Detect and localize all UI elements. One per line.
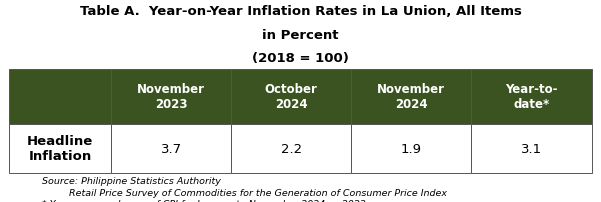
Bar (111, 124, 231, 173)
Bar (351, 124, 471, 173)
Bar (9, 70, 111, 124)
Text: 3.7: 3.7 (160, 142, 182, 155)
Bar (471, 70, 592, 124)
Bar (351, 70, 471, 124)
Bar (9, 124, 111, 173)
Text: Retail Price Survey of Commodities for the Generation of Consumer Price Index: Retail Price Survey of Commodities for t… (69, 188, 447, 197)
Text: Year-to-
date*: Year-to- date* (505, 83, 558, 111)
Text: in Percent: in Percent (262, 29, 339, 42)
Text: November
2024: November 2024 (377, 83, 445, 111)
Text: Table A.  Year-on-Year Inflation Rates in La Union, All Items: Table A. Year-on-Year Inflation Rates in… (79, 5, 522, 18)
Text: Headline
Inflation: Headline Inflation (27, 135, 93, 162)
Text: October
2024: October 2024 (264, 83, 317, 111)
Text: * Year-on-year change of CPI for January to November 2024 vs 2023: * Year-on-year change of CPI for January… (42, 199, 366, 202)
Bar (111, 70, 231, 124)
Bar (231, 124, 351, 173)
Bar (471, 124, 592, 173)
Text: (2018 = 100): (2018 = 100) (252, 52, 349, 64)
Bar (231, 70, 351, 124)
Text: 2.2: 2.2 (281, 142, 302, 155)
Text: 3.1: 3.1 (521, 142, 542, 155)
Text: November
2023: November 2023 (137, 83, 205, 111)
Text: 1.9: 1.9 (401, 142, 422, 155)
Text: Source: Philippine Statistics Authority: Source: Philippine Statistics Authority (42, 176, 221, 185)
